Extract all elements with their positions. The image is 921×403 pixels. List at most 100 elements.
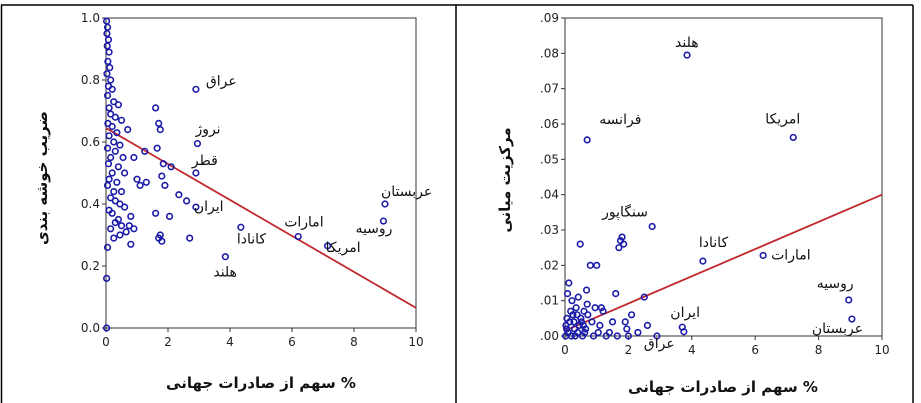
y-axis-title: مرکزیت میانی: [496, 127, 514, 232]
labeled-data-point: [699, 257, 707, 265]
data-point: [107, 225, 115, 233]
data-point: [605, 328, 613, 337]
plot-frame: [105, 17, 417, 329]
y-tick-label: 0.4: [81, 197, 100, 211]
y-tick-label: .07: [540, 82, 559, 96]
y-tick-label: .03: [540, 223, 559, 237]
data-point: [136, 181, 144, 189]
labeled-points: هلند فرانسه امریکا سنگاپور کانادا امارات روسیه…: [583, 35, 863, 352]
data-point: [111, 197, 119, 205]
data-point: [156, 126, 164, 134]
data-point: [105, 48, 113, 56]
data-point: [103, 91, 112, 100]
data-point: [565, 279, 573, 287]
data-point: [103, 181, 112, 189]
labeled-data-point: [221, 253, 229, 261]
point-label: امریکا: [765, 111, 800, 127]
regression-line: [564, 193, 883, 332]
x-tick-label: 10: [874, 343, 889, 357]
data-point: [567, 332, 575, 340]
data-point: [110, 138, 118, 146]
data-point: [582, 286, 591, 294]
labeled-data-point: [193, 139, 202, 148]
x-tick-label: 8: [350, 335, 358, 349]
y-tick-label: .05: [540, 152, 559, 166]
data-point: [624, 332, 633, 340]
x-tick-label: 10: [408, 335, 423, 349]
data-point: [608, 318, 617, 326]
data-point: [579, 321, 587, 330]
data-point: [161, 181, 169, 189]
point-label: عربستان: [812, 321, 863, 337]
data-point: [105, 104, 113, 112]
data-point: [599, 307, 607, 315]
x-tick-label: 6: [288, 335, 296, 349]
labeled-data-point: [294, 232, 302, 241]
data-point: [613, 332, 621, 340]
data-point: [571, 332, 579, 340]
data-point: [111, 147, 119, 155]
point-label: امریکا: [326, 240, 361, 256]
y-tick-label: 1.0: [81, 11, 100, 25]
plot-frame: [564, 17, 883, 337]
data-point: [186, 234, 194, 242]
data-point: [562, 325, 571, 333]
data-point: [158, 172, 166, 180]
data-point: [105, 175, 113, 183]
data-point: [640, 293, 648, 301]
point-label: سنگاپور: [601, 203, 648, 220]
x-tick-label: 8: [815, 343, 823, 357]
labeled-data-point: [192, 85, 200, 93]
data-point: [152, 209, 160, 217]
data-point: [108, 85, 116, 93]
point-label: هلند: [675, 35, 699, 51]
labeled-data-point: [192, 203, 200, 211]
data-point: [165, 212, 174, 220]
point-label: عراق: [644, 336, 675, 352]
labeled-data-point: [324, 242, 332, 250]
point-label: روسیه: [355, 221, 392, 237]
y-tick-label: .09: [540, 11, 559, 25]
x-tick-label: 2: [625, 343, 633, 357]
data-point: [618, 233, 626, 241]
point-label: ایران: [194, 199, 224, 215]
data-point: [103, 243, 112, 251]
data-point: [570, 318, 578, 326]
data-point: [591, 304, 599, 312]
data-point: [623, 325, 631, 333]
data-point: [111, 113, 119, 121]
data-point: [562, 321, 570, 330]
data-point: [103, 70, 111, 78]
data-point: [103, 29, 111, 38]
point-label: روسیه: [817, 276, 854, 292]
data-point: [567, 307, 575, 315]
x-tick-label: 2: [164, 335, 172, 349]
regression-line: [105, 127, 417, 309]
data-point: [593, 261, 601, 269]
data-point: [568, 297, 576, 305]
table-frame: [0, 4, 914, 403]
y-axis-ticks: 0.0 0.2 0.4 0.6 0.8 1.0: [81, 11, 106, 335]
y-tick-label: 0.0: [81, 321, 100, 335]
y-axis-ticks: .00 .01 .02 .03 .04 .05 .06 .07 .08 .09: [540, 11, 565, 343]
data-point: [104, 160, 113, 168]
data-point: [612, 290, 620, 298]
data-point: [586, 261, 594, 269]
data-point: [594, 328, 602, 337]
data-point: [104, 36, 113, 44]
data-point: [589, 332, 598, 340]
y-tick-label: .02: [540, 258, 559, 272]
labeled-data-point: [381, 200, 389, 208]
data-point: [643, 321, 652, 330]
y-tick-label: 0.6: [81, 135, 100, 149]
clustering-coefficient-chart: 0.0 0.2 0.4 0.6 0.8 1.0 0 2 4 6 8 10 عراق نروژ قطر ای…: [33, 11, 432, 392]
y-tick-label: .06: [540, 117, 559, 131]
data-point: [577, 314, 585, 322]
data-point: [159, 160, 167, 168]
data-point: [107, 110, 115, 118]
data-point: [108, 169, 116, 177]
y-tick-label: .00: [540, 329, 559, 343]
data-point: [103, 274, 111, 283]
data-point: [588, 318, 596, 326]
